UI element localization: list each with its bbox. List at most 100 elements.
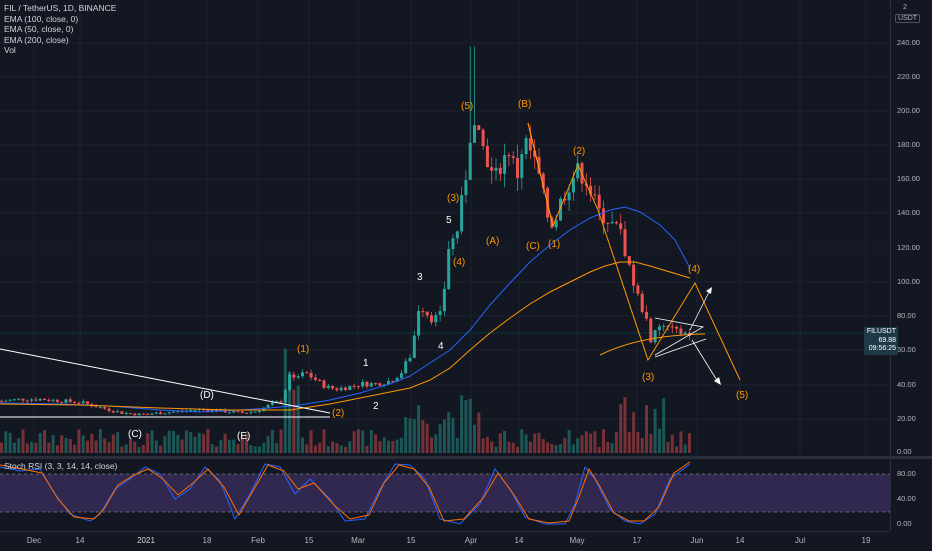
time-axis-tick: Jun [690, 536, 704, 545]
stoch-rsi-legend[interactable]: Stoch RSI (3, 3, 14, 14, close) [4, 461, 118, 471]
volume-bar [266, 435, 270, 453]
volume-bar [288, 372, 292, 453]
wave-label-q4: (4) [688, 264, 700, 275]
candle-body [25, 400, 29, 402]
volume-bar [81, 435, 85, 453]
volume-bar [223, 433, 227, 453]
currency-badge[interactable]: USDT [895, 14, 921, 23]
candle-body [602, 208, 605, 224]
volume-bar [206, 429, 210, 453]
volume-bar [262, 442, 266, 453]
volume-bar [460, 395, 464, 453]
candle-body [430, 315, 433, 323]
wave-label-q5: (5) [736, 390, 748, 401]
volume-bar [537, 432, 541, 453]
volume-bar [451, 417, 455, 453]
time-axis-tick: Mar [351, 536, 365, 545]
candle-body [559, 198, 562, 221]
volume-bar [421, 420, 425, 453]
volume-bar [17, 438, 21, 453]
candle-body [55, 399, 59, 403]
candle-body [524, 138, 528, 155]
candle-body [589, 185, 593, 195]
ema50-legend[interactable]: EMA (50, close, 0) [4, 24, 74, 34]
candle-body [391, 380, 395, 382]
volume-bar [34, 442, 38, 453]
volume-bar [524, 434, 528, 453]
candle-body [563, 198, 567, 201]
volume-bar [0, 442, 3, 453]
volume-bar [503, 430, 507, 453]
candle-body [296, 376, 300, 378]
candle-body [434, 315, 438, 323]
candle-body [21, 398, 25, 401]
candle-body [141, 413, 145, 415]
ema100-legend[interactable]: EMA (100, close, 0) [4, 13, 79, 24]
candle-body [464, 179, 468, 196]
volume-bar [184, 430, 188, 453]
price-axis-tick: 220.00 [897, 72, 920, 81]
volume-bar [116, 432, 120, 453]
price-axis-tick: 240.00 [897, 38, 920, 47]
volume-bar [378, 441, 382, 453]
volume-bar [447, 412, 451, 453]
candle-body [309, 373, 313, 378]
time-axis-tick: May [569, 536, 585, 545]
volume-bar [408, 418, 412, 453]
volume-bar [43, 430, 46, 453]
axis-top-value: 2 [903, 4, 907, 11]
volume-bar [98, 429, 102, 453]
rsi-axis-tick: 80.00 [897, 469, 916, 478]
candle-body [38, 398, 42, 401]
time-axis-tick: Apr [464, 536, 478, 545]
corrective-wave-lines [527, 122, 741, 381]
volume-bar [662, 398, 666, 453]
price-axis[interactable]: 2 USDT 240.00 220.00 200.00 180.00 160.00 140… [890, 0, 932, 531]
candle-body [129, 413, 132, 415]
pane-separator[interactable] [0, 456, 932, 459]
volume-bar [60, 435, 64, 453]
volume-bar [404, 417, 408, 453]
rsi-band [0, 474, 890, 512]
candle-body [632, 264, 636, 286]
indicator-legend: FIL / TetherUS, 1D, BINANCE EMA (100, cl… [4, 3, 116, 56]
candle-body [159, 412, 163, 415]
volume-bar [258, 446, 261, 453]
candle-body [111, 410, 115, 413]
volume-bar [326, 446, 330, 453]
price-axis-tick: 180.00 [897, 140, 920, 149]
volume-bar [511, 442, 515, 453]
candle-body [73, 401, 77, 403]
volume-bar [468, 398, 472, 453]
volume-bar [675, 446, 679, 453]
volume-legend[interactable]: Vol [4, 45, 16, 55]
volume-bar [176, 434, 180, 453]
candle-body [473, 125, 476, 143]
price-axis-tick: 20.00 [897, 414, 916, 423]
price-chart-svg: (C) (D) (E) (1) (2) 1 2 3 4 5 (3) (4) (5… [0, 0, 890, 455]
ema200-legend[interactable]: EMA (200, close) [4, 34, 69, 45]
time-axis-tick: 14 [735, 536, 745, 545]
wave-b-connector [527, 122, 554, 227]
time-axis-tick: 19 [861, 536, 871, 545]
candle-body [610, 222, 614, 224]
wave-label-a: (A) [486, 236, 499, 247]
candle-body [47, 400, 51, 402]
symbol-title[interactable]: FIL / TetherUS, 1D, BINANCE [4, 3, 117, 13]
volume-bar [163, 436, 167, 453]
time-axis[interactable]: Dec 14 2021 18 Feb 15 Mar 15 Apr 14 May 17 Jun 14 Jul 1… [0, 531, 890, 551]
stoch-rsi-pane[interactable]: Stoch RSI (3, 3, 14, 14, close) [0, 459, 890, 531]
time-axis-tick: Jul [794, 536, 806, 545]
candle-body [378, 383, 382, 386]
price-chart-pane[interactable]: (C) (D) (E) (1) (2) 1 2 3 4 5 (3) (4) (5… [0, 0, 890, 455]
rsi-d-line [0, 461, 691, 524]
candlestick-series [0, 46, 691, 416]
candle-body [485, 146, 489, 168]
volume-bar [494, 446, 498, 453]
price-axis-tick: 40.00 [897, 380, 916, 389]
volume-bar [399, 437, 403, 453]
time-axis-tick: 15 [406, 536, 416, 545]
wave-label-w3: 3 [417, 272, 423, 283]
volume-bar [313, 445, 317, 453]
candle-body [395, 378, 399, 382]
